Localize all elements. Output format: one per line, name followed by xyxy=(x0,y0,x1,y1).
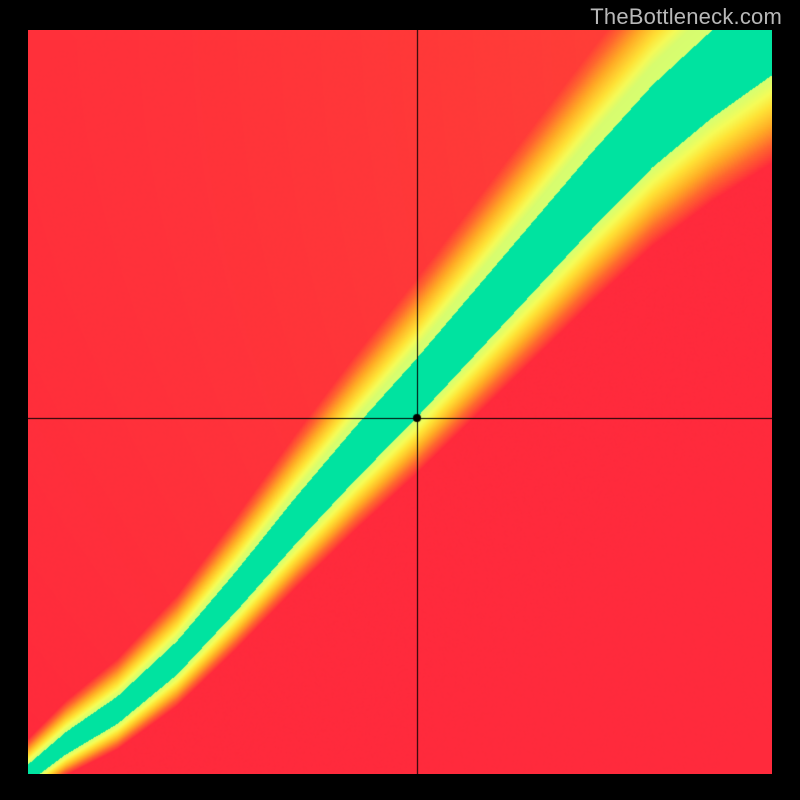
watermark-label: TheBottleneck.com xyxy=(590,4,782,30)
bottleneck-figure: TheBottleneck.com xyxy=(0,0,800,800)
plot-area xyxy=(28,30,772,774)
heatmap-canvas xyxy=(28,30,772,774)
